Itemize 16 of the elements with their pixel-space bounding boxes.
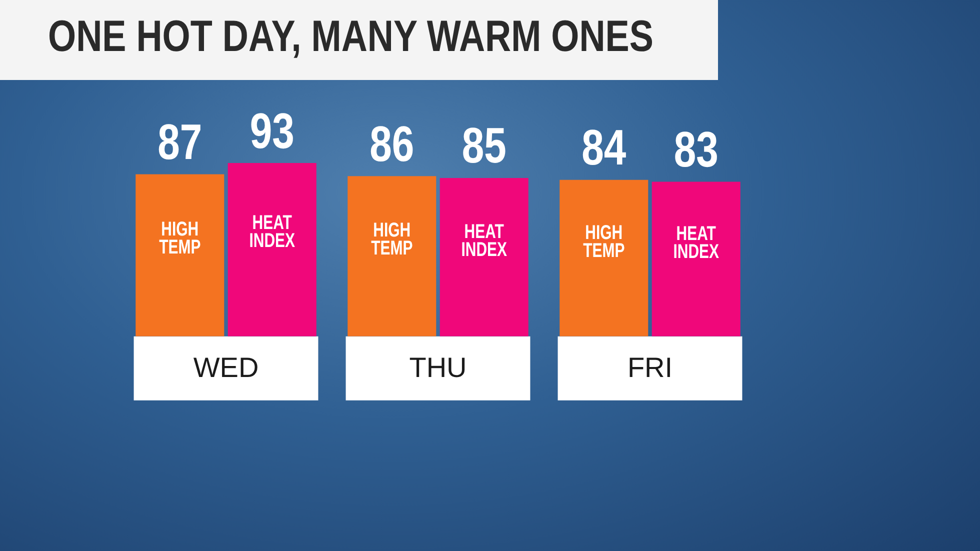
text: HIGH TEMP	[159, 218, 201, 258]
text: HEAT INDEX	[249, 210, 296, 252]
data-label: 84	[582, 119, 626, 176]
data-label: 83	[674, 121, 718, 178]
data-label: 93	[250, 102, 294, 159]
chart-title: ONE HOT DAY, MANY WARM ONES	[48, 12, 654, 62]
text: HIGH TEMP	[371, 218, 413, 260]
data-label: 86	[370, 116, 414, 172]
series-label: HEAT INDEX	[461, 220, 508, 260]
data-label: 87	[158, 114, 202, 170]
series-label: HIGH TEMP	[583, 220, 625, 262]
x-tick-label: THU	[409, 352, 467, 383]
x-tick-label: WED	[193, 352, 259, 383]
text: HEAT INDEX	[673, 222, 720, 263]
data-label: 85	[462, 117, 506, 174]
x-tick-label: FRI	[627, 352, 673, 383]
